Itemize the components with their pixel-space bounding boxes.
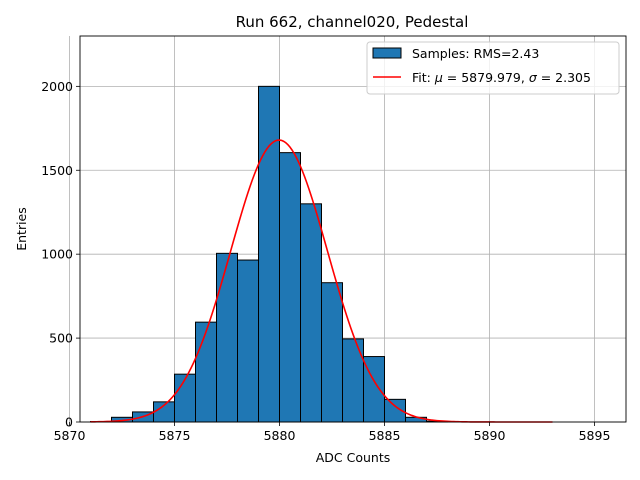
- x-tick-label: 5880: [264, 428, 296, 443]
- y-tick-label: 500: [49, 331, 73, 346]
- legend: Samples: RMS=2.43 Fit: μ = 5879.979, σ =…: [366, 41, 620, 95]
- histogram-bar: [300, 203, 322, 423]
- legend-fit-label: Fit: μ = 5879.979, σ = 2.305: [412, 70, 591, 85]
- histogram-bar: [258, 85, 280, 423]
- x-tick-label: 5890: [474, 428, 506, 443]
- legend-hist-label: Samples: RMS=2.43: [412, 46, 539, 61]
- chart-title: Run 662, channel020, Pedestal: [236, 13, 469, 31]
- histogram-bar: [216, 252, 238, 423]
- x-tick-label: 5885: [369, 428, 401, 443]
- y-tick-label: 1000: [41, 247, 73, 262]
- plot-frame: [79, 35, 627, 423]
- x-tick-label: 5870: [54, 428, 86, 443]
- x-tick-label: 5875: [159, 428, 191, 443]
- y-axis-ticks: 0 500 1000 1500 2000: [41, 79, 80, 430]
- histogram-bar: [195, 321, 217, 423]
- x-axis-ticks: 5870 5875 5880 5885 5890 5895: [54, 422, 611, 443]
- legend-box: [366, 41, 620, 95]
- histogram-bar: [321, 282, 343, 423]
- y-tick-label: 2000: [41, 79, 73, 94]
- legend-hist-swatch: [372, 47, 402, 59]
- y-tick-label: 0: [65, 415, 73, 430]
- histogram-bar: [279, 152, 301, 423]
- x-tick-label: 5895: [579, 428, 611, 443]
- x-axis-label: ADC Counts: [316, 450, 391, 465]
- histogram-bar: [237, 259, 259, 423]
- histogram-bar: [174, 373, 196, 423]
- y-tick-label: 1500: [41, 163, 73, 178]
- y-axis-label: Entries: [14, 207, 29, 251]
- histogram-bars: [90, 85, 448, 423]
